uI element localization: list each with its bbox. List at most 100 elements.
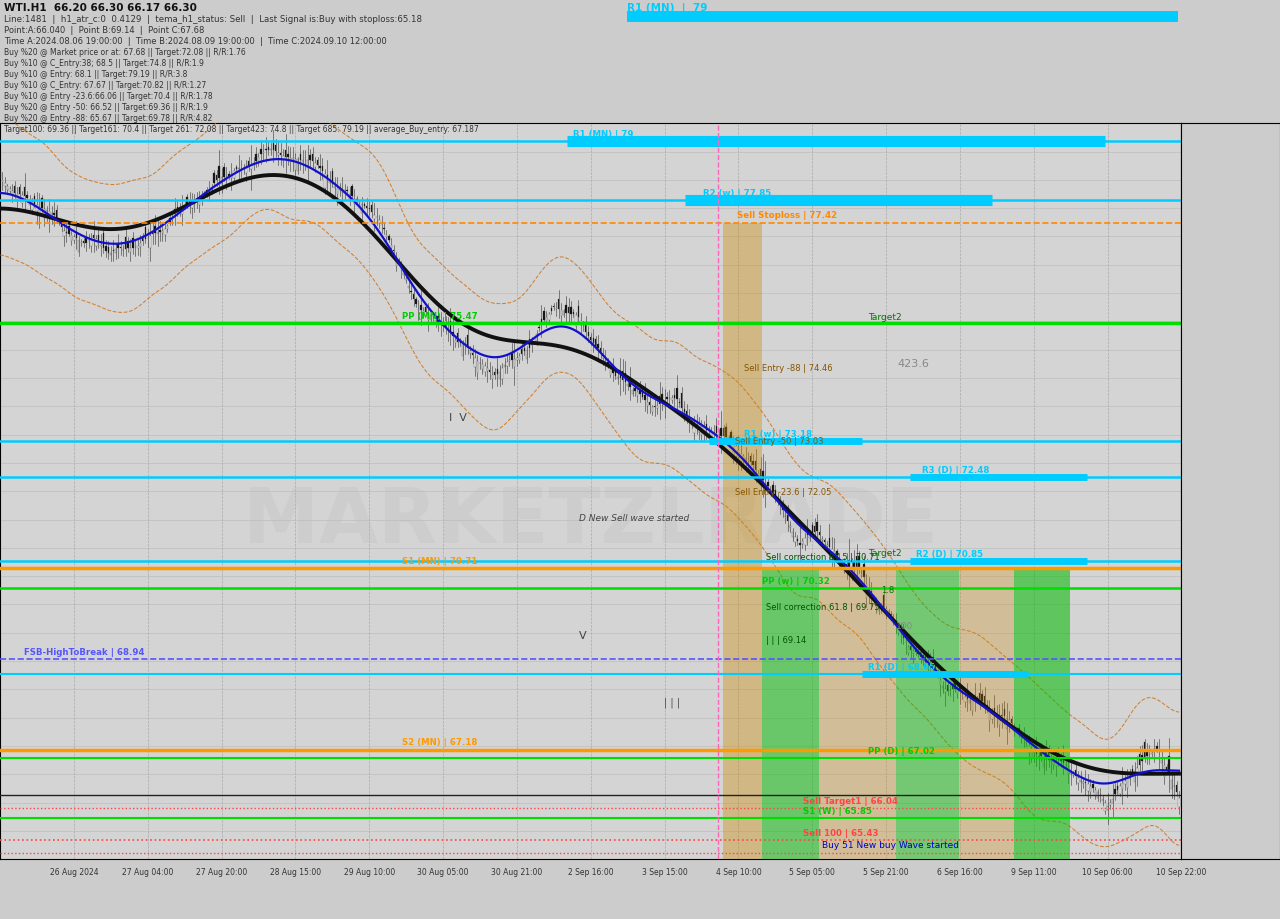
Text: | | | 69.14: | | | 69.14 bbox=[765, 635, 806, 644]
Bar bbox=[312, 155, 314, 162]
Bar bbox=[105, 246, 106, 252]
Bar bbox=[1014, 727, 1015, 732]
Bar bbox=[157, 233, 159, 234]
Bar bbox=[1132, 769, 1133, 773]
Bar bbox=[457, 334, 458, 343]
Bar bbox=[29, 200, 31, 206]
Bar bbox=[553, 307, 554, 308]
Bar bbox=[654, 406, 655, 407]
Bar bbox=[923, 655, 924, 660]
Bar bbox=[627, 385, 628, 386]
Bar bbox=[667, 397, 668, 400]
Bar bbox=[548, 315, 549, 321]
Bar bbox=[334, 187, 335, 188]
Text: Sell 100 | 65.43: Sell 100 | 65.43 bbox=[804, 828, 879, 836]
Bar bbox=[536, 335, 538, 342]
Bar bbox=[95, 240, 97, 247]
Bar bbox=[1009, 720, 1010, 722]
Bar bbox=[1028, 746, 1029, 754]
Bar bbox=[740, 454, 741, 462]
Bar bbox=[934, 663, 936, 670]
Bar bbox=[545, 317, 547, 322]
Bar bbox=[819, 568, 896, 862]
Text: S1 (W) | 65.85: S1 (W) | 65.85 bbox=[804, 806, 872, 815]
Bar bbox=[219, 166, 220, 178]
Bar bbox=[497, 370, 498, 375]
Bar bbox=[319, 166, 321, 168]
Bar bbox=[1169, 755, 1170, 775]
Bar bbox=[31, 203, 33, 210]
Bar bbox=[204, 194, 205, 197]
Bar bbox=[996, 715, 997, 717]
Bar bbox=[93, 235, 95, 239]
Bar bbox=[1105, 803, 1106, 811]
Bar bbox=[472, 354, 474, 356]
Bar bbox=[310, 156, 311, 161]
Bar bbox=[993, 709, 995, 714]
Bar bbox=[332, 172, 333, 185]
Bar bbox=[937, 673, 938, 675]
Bar bbox=[945, 689, 946, 692]
Bar bbox=[964, 698, 965, 702]
Text: Buy %20 @ Market price or at: 67.68 || Target:72.08 || R/R:1.76: Buy %20 @ Market price or at: 67.68 || T… bbox=[4, 48, 246, 57]
Bar bbox=[833, 551, 835, 556]
Bar bbox=[174, 210, 175, 215]
Bar bbox=[516, 358, 517, 361]
Bar bbox=[876, 603, 877, 607]
Bar bbox=[179, 209, 180, 213]
Text: R1 (w) | 73.18: R1 (w) | 73.18 bbox=[744, 429, 813, 438]
Bar bbox=[1102, 800, 1103, 801]
Bar bbox=[742, 457, 744, 460]
Bar bbox=[764, 484, 767, 485]
Bar bbox=[1011, 720, 1012, 723]
Bar bbox=[676, 389, 677, 399]
Bar bbox=[125, 238, 127, 249]
Bar bbox=[317, 161, 319, 165]
Bar bbox=[108, 248, 109, 254]
Bar bbox=[671, 399, 672, 401]
Bar bbox=[371, 206, 372, 213]
Bar bbox=[260, 150, 261, 155]
Bar bbox=[777, 499, 778, 501]
Bar bbox=[915, 650, 916, 652]
Bar bbox=[339, 189, 340, 191]
Bar bbox=[49, 212, 50, 221]
Bar bbox=[1115, 789, 1116, 794]
Bar bbox=[571, 308, 572, 314]
Bar bbox=[1089, 786, 1091, 792]
Text: 1.8: 1.8 bbox=[882, 585, 895, 595]
Bar bbox=[390, 246, 392, 249]
Bar bbox=[54, 213, 55, 215]
Bar bbox=[507, 362, 508, 367]
Bar bbox=[70, 236, 72, 242]
Bar bbox=[641, 391, 643, 397]
Text: Sell Target1 | 66.04: Sell Target1 | 66.04 bbox=[804, 796, 899, 805]
Bar bbox=[774, 491, 776, 497]
Bar bbox=[737, 450, 739, 458]
Bar bbox=[1137, 768, 1138, 774]
Bar bbox=[223, 168, 225, 178]
Bar bbox=[36, 206, 37, 211]
Bar bbox=[452, 333, 453, 336]
Text: 100: 100 bbox=[896, 621, 913, 630]
Bar bbox=[1121, 783, 1123, 789]
Bar bbox=[492, 376, 493, 380]
Bar bbox=[251, 166, 252, 170]
Text: Sell Entry -50 | 73.03: Sell Entry -50 | 73.03 bbox=[735, 437, 823, 446]
Bar bbox=[12, 192, 13, 196]
Bar bbox=[598, 345, 599, 349]
Bar bbox=[150, 237, 151, 248]
Bar bbox=[489, 370, 490, 372]
Text: 423.6: 423.6 bbox=[897, 358, 929, 369]
Bar bbox=[974, 696, 975, 699]
Bar bbox=[287, 154, 289, 158]
Bar bbox=[600, 348, 602, 352]
Bar bbox=[268, 148, 269, 151]
Bar bbox=[639, 390, 640, 395]
Bar bbox=[385, 235, 387, 237]
Bar bbox=[211, 188, 212, 192]
Text: Sell Entry -88 | 74.46: Sell Entry -88 | 74.46 bbox=[744, 363, 833, 372]
Bar bbox=[285, 151, 287, 158]
Bar bbox=[902, 631, 904, 638]
Bar bbox=[1052, 761, 1055, 766]
